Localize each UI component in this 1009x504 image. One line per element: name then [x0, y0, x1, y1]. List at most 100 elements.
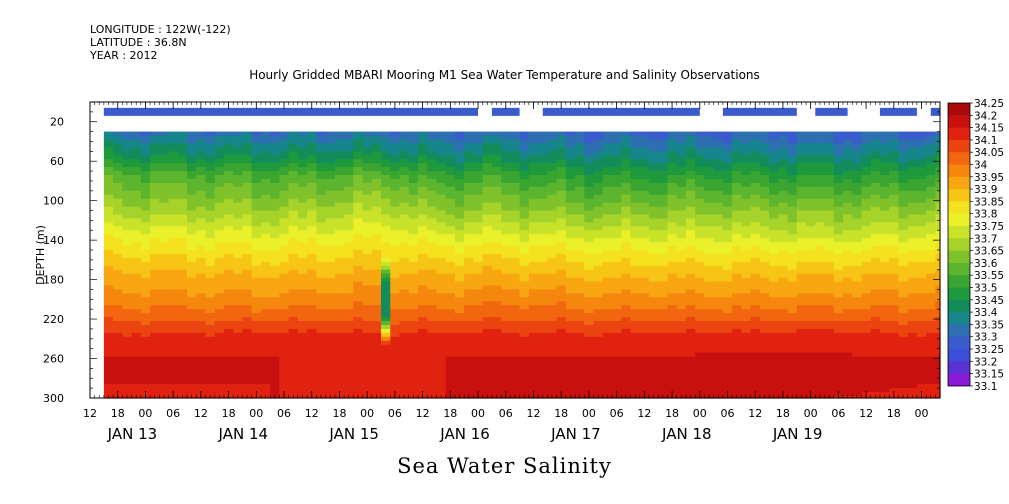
salinity-cell — [251, 269, 262, 275]
salinity-cell — [288, 202, 299, 208]
salinity-cell — [177, 246, 188, 251]
salinity-cell — [741, 159, 752, 164]
salinity-cell — [676, 364, 687, 369]
salinity-cell — [307, 210, 317, 216]
salinity-cell — [667, 253, 678, 259]
salinity-cell — [122, 186, 133, 192]
salinity-cell — [353, 309, 364, 314]
salinity-cell — [464, 131, 475, 137]
salinity-cell — [122, 372, 133, 377]
salinity-cell — [297, 190, 308, 196]
salinity-cell — [307, 368, 317, 373]
salinity-cell — [704, 324, 715, 330]
salinity-cell — [150, 163, 160, 168]
salinity-cell — [501, 222, 511, 227]
salinity-cell — [528, 332, 539, 338]
salinity-cell — [639, 147, 650, 152]
salinity-cell — [297, 206, 308, 212]
salinity-cell — [464, 171, 475, 176]
salinity-cell — [381, 210, 391, 216]
salinity-cell — [325, 230, 336, 235]
salinity-cell — [732, 175, 742, 180]
salinity-cell — [113, 155, 123, 160]
salinity-cell — [528, 175, 539, 180]
salinity-cell — [122, 206, 133, 212]
salinity-cell — [491, 226, 502, 231]
salinity-cell — [769, 178, 779, 184]
salinity-cell — [242, 238, 253, 243]
salinity-cell — [103, 171, 114, 176]
salinity-cell — [538, 206, 548, 212]
salinity-cell — [140, 257, 151, 263]
salinity-cell — [704, 380, 715, 385]
salinity-cell — [676, 317, 687, 322]
salinity-cell — [491, 167, 502, 172]
salinity-cell — [362, 301, 373, 306]
salinity-cell — [491, 234, 502, 239]
salinity-cell — [556, 285, 567, 291]
salinity-cell — [769, 190, 779, 196]
salinity-cell — [168, 384, 179, 389]
salinity-cell — [584, 269, 595, 275]
salinity-cell — [307, 238, 317, 243]
salinity-cell — [131, 360, 142, 366]
salinity-cell — [150, 273, 160, 279]
salinity-cell — [602, 234, 613, 239]
salinity-cell — [187, 344, 197, 350]
salinity-cell — [150, 388, 160, 393]
salinity-cell — [214, 356, 225, 362]
salinity-cell — [233, 289, 244, 295]
salinity-cell — [519, 372, 530, 377]
salinity-cell — [741, 317, 752, 322]
salinity-cell — [510, 281, 521, 287]
salinity-cell — [140, 285, 151, 291]
salinity-cell — [519, 368, 530, 373]
salinity-cell — [741, 226, 752, 231]
salinity-cell — [251, 194, 262, 200]
salinity-cell — [316, 246, 327, 251]
salinity-cell — [279, 230, 290, 235]
salinity-cell — [528, 190, 539, 196]
salinity-cell — [648, 242, 659, 247]
salinity-cell — [233, 305, 244, 310]
salinity-cell — [223, 348, 234, 354]
salinity-cell — [427, 151, 438, 156]
salinity-cell — [297, 131, 308, 137]
salinity-cell — [575, 182, 585, 188]
salinity-cell — [695, 384, 705, 389]
salinity-cell — [279, 206, 290, 212]
salinity-cell — [547, 257, 558, 263]
salinity-cell — [122, 305, 133, 310]
salinity-cell — [584, 352, 595, 358]
salinity-cell — [685, 257, 696, 263]
salinity-cell — [159, 356, 170, 362]
salinity-cell — [316, 348, 327, 354]
salinity-cell — [390, 273, 401, 279]
salinity-cell — [759, 147, 770, 152]
salinity-cell — [344, 380, 354, 385]
salinity-cell — [667, 313, 678, 318]
salinity-cell — [676, 352, 687, 358]
salinity-cell — [187, 230, 197, 235]
salinity-cell — [528, 178, 539, 184]
salinity-cell — [769, 182, 779, 188]
salinity-cell — [491, 131, 502, 137]
salinity-cell — [177, 250, 188, 255]
salinity-cell — [621, 305, 632, 310]
salinity-cell — [565, 360, 576, 366]
salinity-cell — [528, 226, 539, 231]
salinity-cell — [464, 309, 475, 314]
salinity-cell — [390, 332, 401, 338]
salinity-cell — [510, 289, 521, 295]
salinity-cell — [519, 198, 530, 204]
salinity-cell — [279, 344, 290, 350]
salinity-cell — [122, 257, 133, 263]
salinity-cell — [704, 167, 715, 172]
salinity-cell — [704, 321, 715, 326]
salinity-cell — [233, 242, 244, 247]
salinity-cell — [214, 186, 225, 192]
salinity-cell — [131, 368, 142, 373]
salinity-cell — [556, 313, 567, 318]
salinity-cell — [436, 344, 447, 350]
salinity-cell — [556, 198, 567, 204]
